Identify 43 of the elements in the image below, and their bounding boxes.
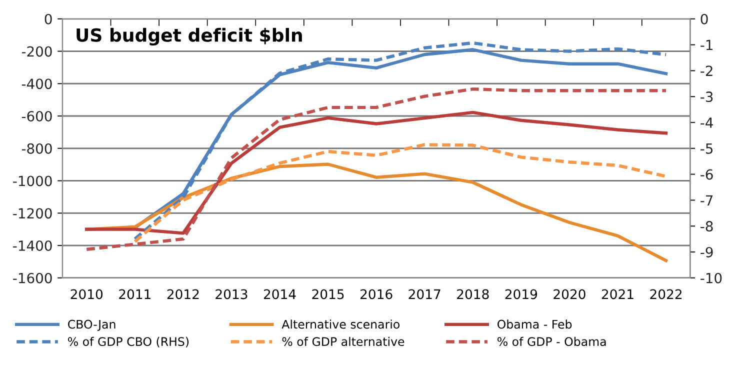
legend-label: Obama - Feb <box>498 320 572 329</box>
y-tick-label: -800 <box>22 143 52 154</box>
x-tick-label: 2013 <box>216 289 248 300</box>
x-tick-label: 2019 <box>505 289 538 300</box>
x-tick-label: 2012 <box>167 289 199 300</box>
x-tick-label: 2021 <box>602 289 634 300</box>
y2-tick-label: -7 <box>700 195 713 206</box>
x-tick-label: 2011 <box>119 289 150 300</box>
x-tick-label: 2020 <box>554 289 586 300</box>
x-tick-label: 2016 <box>360 289 392 300</box>
y-tick-label: -1200 <box>13 208 52 219</box>
x-tick-label: 2014 <box>264 289 296 300</box>
line-series <box>85 87 668 251</box>
y2-tick-label: 0 <box>700 14 708 24</box>
y2-tick-label: -9 <box>700 246 713 258</box>
legend-label: % of GDP CBO (RHS) <box>68 336 189 348</box>
x-tick-label: 2022 <box>650 289 682 300</box>
legend-label: % of GDP - Obama <box>498 336 606 346</box>
x-tick-label: 2018 <box>457 289 489 300</box>
y-tick-label: 0 <box>44 14 52 24</box>
line-series <box>133 143 668 244</box>
legend-label: % of GDP alternative <box>282 336 404 346</box>
y-tick-label: -400 <box>22 78 52 90</box>
y2-tick-label: -10 <box>700 272 722 284</box>
y2-tick-label: -4 <box>700 118 713 128</box>
x-tick-label: 2010 <box>70 289 103 300</box>
x-tick-label: 2015 <box>312 289 344 300</box>
y-tick-label: -600 <box>22 110 52 122</box>
y2-tick-label: -1 <box>700 40 712 50</box>
y2-tick-label: -2 <box>700 66 712 76</box>
y-tick-label: -200 <box>22 46 52 57</box>
x-tick-label: 2017 <box>408 289 440 300</box>
legend-label: CBO-Jan <box>68 320 116 331</box>
y2-tick-label: -3 <box>700 92 713 102</box>
y-tick-label: -1400 <box>13 240 52 251</box>
line-series <box>85 110 668 235</box>
y2-tick-label: -8 <box>700 221 713 232</box>
chart-title: US budget deficit $bln <box>76 28 302 46</box>
y2-tick-label: -5 <box>700 144 713 154</box>
legend-label: Alternative scenario <box>282 320 400 329</box>
y2-tick-label: -6 <box>700 169 713 180</box>
y-tick-label: -1600 <box>13 272 52 284</box>
y-tick-label: -1000 <box>13 176 52 186</box>
